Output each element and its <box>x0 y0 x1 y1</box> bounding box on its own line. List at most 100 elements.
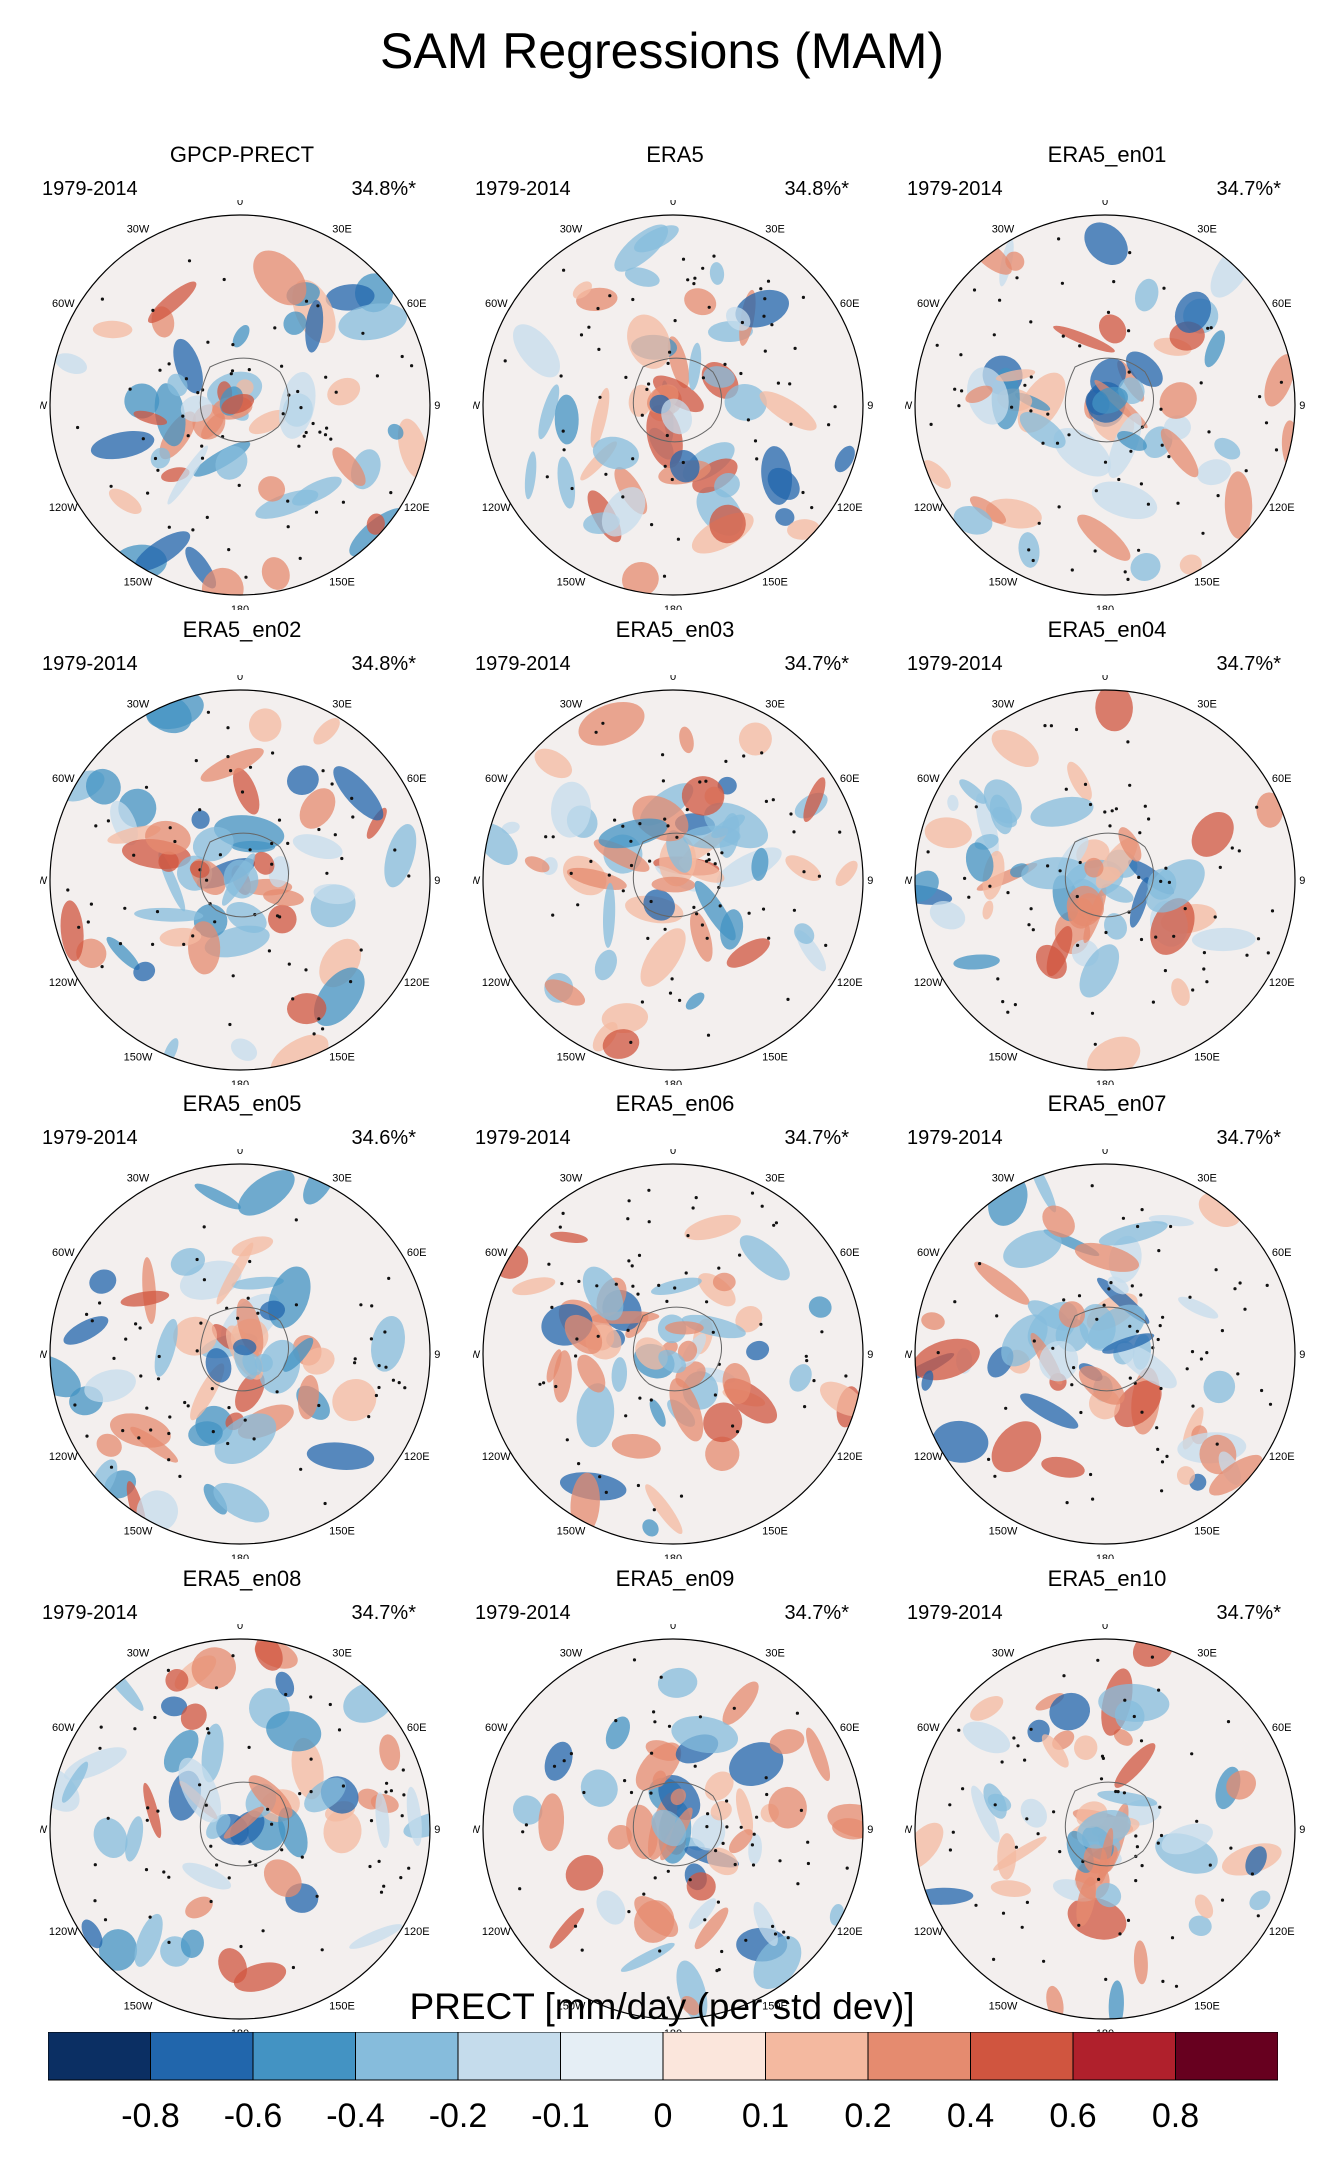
anomaly-region <box>827 1803 863 1839</box>
significance-dot <box>156 1809 160 1813</box>
anomaly-region <box>709 262 725 285</box>
significance-dot <box>561 429 565 433</box>
significance-dot <box>1143 804 1147 808</box>
significance-dot <box>194 759 198 763</box>
anomaly-region <box>192 826 234 862</box>
significance-dot <box>1013 1003 1017 1007</box>
anomaly-region <box>640 928 686 987</box>
significance-dot <box>661 779 665 783</box>
anomaly-region <box>223 1806 264 1839</box>
anomaly-region <box>1256 792 1283 828</box>
longitude-label: 0 <box>1102 1149 1108 1157</box>
antarctica-coastline <box>199 1781 289 1867</box>
significance-dot <box>1083 782 1088 786</box>
longitude-label: 30W <box>127 698 150 710</box>
significance-dot <box>1104 1977 1108 1981</box>
panel-variance: 34.7%* <box>784 1127 850 1149</box>
significance-dot <box>792 908 796 912</box>
anomaly-region <box>304 1777 346 1813</box>
significance-dot <box>1135 1845 1139 1849</box>
anomaly-region <box>970 1696 1004 1721</box>
anomaly-region <box>61 1761 89 1803</box>
significance-dot <box>771 798 775 802</box>
longitude-label: 0 <box>670 675 676 683</box>
significance-dot <box>191 934 195 938</box>
significance-dot <box>109 1465 114 1469</box>
significance-dot <box>214 1686 219 1690</box>
significance-dot <box>1103 460 1108 464</box>
significance-dot <box>770 323 774 327</box>
significance-dot <box>1205 980 1209 984</box>
longitude-label: 120W <box>49 1926 78 1938</box>
significance-dot <box>377 1364 381 1368</box>
anomaly-region <box>81 1919 103 1949</box>
anomaly-region <box>1098 1683 1170 1722</box>
anomaly-region <box>1161 1823 1213 1855</box>
significance-dot <box>98 1301 102 1305</box>
panel-variance: 34.7%* <box>1216 178 1282 200</box>
anomaly-region <box>163 1729 199 1773</box>
longitude-label: 120E <box>1269 502 1295 514</box>
significance-dot <box>353 1361 357 1365</box>
significance-dot <box>503 359 507 363</box>
significance-dot <box>240 790 245 794</box>
significance-dot <box>106 819 110 823</box>
significance-dot <box>1095 1317 1099 1321</box>
anomaly-region <box>1077 514 1131 561</box>
significance-dot <box>681 257 686 261</box>
significance-dot <box>1029 907 1033 911</box>
significance-dot <box>153 1715 157 1720</box>
anomaly-region <box>1104 913 1127 940</box>
panel-title: ERA5_en01 <box>1047 142 1167 167</box>
significance-dot <box>284 1692 288 1697</box>
significance-dot <box>713 862 717 866</box>
anomaly-region <box>55 353 88 375</box>
anomaly-region <box>642 1519 659 1537</box>
colorbar-segment <box>150 2032 254 2081</box>
significance-dot <box>750 1191 755 1195</box>
significance-dot <box>1132 1714 1136 1719</box>
anomaly-region <box>1098 1828 1114 1884</box>
anomaly-region <box>327 377 361 406</box>
significance-dot <box>650 523 654 527</box>
anomaly-region <box>965 842 994 882</box>
longitude-label: 0 <box>1102 200 1108 208</box>
significance-dot <box>369 1337 373 1341</box>
longitude-label: 150W <box>124 1052 153 1064</box>
significance-dot <box>678 998 682 1002</box>
significance-dot <box>1031 558 1035 563</box>
polar-map: 0 30E 60E 90E 120E 150E 180 150W 120W 90W 60W 30W <box>40 1149 440 1559</box>
significance-dot <box>1165 1454 1169 1458</box>
significance-dot <box>613 818 617 822</box>
anomaly-region <box>93 1817 128 1858</box>
significance-dot <box>1106 310 1111 314</box>
significance-dot <box>227 1406 231 1410</box>
anomaly-region <box>297 1374 319 1420</box>
significance-dot <box>205 515 209 519</box>
significance-dot <box>624 1414 628 1418</box>
significance-dot <box>400 354 404 359</box>
significance-dot <box>330 782 334 786</box>
significance-dot <box>761 907 766 911</box>
significance-dot <box>191 528 195 532</box>
anomaly-region <box>1174 291 1212 333</box>
antarctica-coastline <box>199 832 289 918</box>
significance-dot <box>740 320 744 325</box>
longitude-label: 90E <box>867 1349 873 1361</box>
significance-dot <box>187 259 192 263</box>
anomaly-region <box>929 901 966 930</box>
significance-dot <box>788 382 792 386</box>
map-boundary <box>914 1163 1296 1545</box>
anomaly-region <box>565 1854 604 1891</box>
anomaly-region <box>634 1900 675 1943</box>
significance-dot <box>315 1894 319 1898</box>
longitude-label: 180 <box>231 604 249 610</box>
anomaly-region <box>1101 883 1134 903</box>
anomaly-region <box>683 825 741 849</box>
significance-dot <box>972 288 977 292</box>
significance-dot <box>778 1859 782 1863</box>
significance-dot <box>1170 1936 1175 1940</box>
significance-dot <box>936 1351 940 1355</box>
significance-dot <box>182 942 186 946</box>
significance-dot <box>369 1819 374 1823</box>
